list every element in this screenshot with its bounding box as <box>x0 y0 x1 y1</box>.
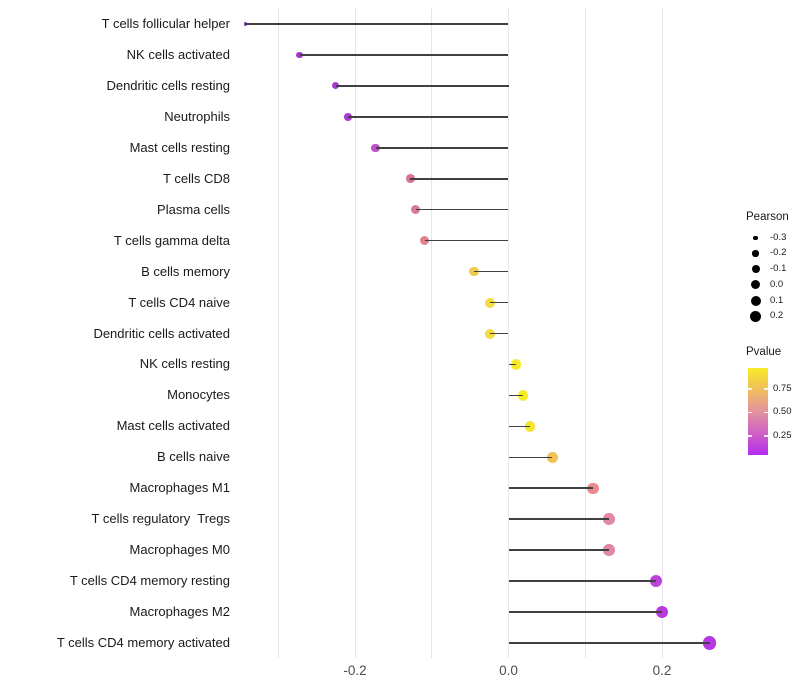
pvalue-legend-label: 0.75 <box>773 382 792 394</box>
pearson-legend-label: -0.1 <box>770 263 787 275</box>
category-label: T cells follicular helper <box>101 16 230 31</box>
lollipop-stem <box>245 23 509 25</box>
lollipop-stem <box>335 85 509 87</box>
lollipop-stem <box>508 549 610 551</box>
lollipop-stem <box>299 54 509 56</box>
pearson-legend-dot <box>750 295 761 306</box>
category-label: T cells gamma delta <box>113 232 230 248</box>
pvalue-legend-title: Pvalue <box>746 346 782 358</box>
x-gridline <box>508 8 509 658</box>
lollipop-stem <box>508 425 530 428</box>
lollipop-stem <box>508 611 662 613</box>
colorbar-tick-mark <box>748 435 752 437</box>
colorbar-tick-mark <box>748 388 752 390</box>
category-label: Macrophages M2 <box>129 604 230 620</box>
category-label: Dendritic cells activated <box>93 325 230 341</box>
colorbar-tick-mark <box>764 388 768 390</box>
pearson-legend-dot <box>753 235 758 240</box>
data-point <box>524 421 536 432</box>
x-tick-label: 0.2 <box>652 663 672 678</box>
pearson-legend-label: -0.2 <box>770 247 787 259</box>
pvalue-legend-label: 0.50 <box>773 406 792 418</box>
category-label: B cells naive <box>157 449 230 465</box>
lollipop-stem <box>508 363 517 366</box>
data-point <box>332 82 340 90</box>
lollipop-stem <box>508 456 553 459</box>
category-label: B cells memory <box>141 263 230 279</box>
lollipop-stem <box>348 116 509 118</box>
category-label: Dendritic cells resting <box>106 77 230 93</box>
lollipop-stem <box>508 518 610 520</box>
data-point <box>546 451 558 463</box>
pearson-legend-title: Pearson <box>746 211 789 223</box>
pvalue-colorbar <box>748 368 768 455</box>
category-label: T cells CD4 naive <box>128 294 230 310</box>
category-label: T cells CD4 memory resting <box>69 573 230 589</box>
pearson-legend-dot <box>750 310 761 322</box>
category-label: Mast cells resting <box>129 139 230 155</box>
category-label: Mast cells activated <box>116 418 230 434</box>
pearson-legend-label: -0.3 <box>770 231 787 243</box>
pearson-legend-label: 0.1 <box>770 294 784 306</box>
lollipop-stem <box>508 580 656 582</box>
colorbar-tick-mark <box>764 411 768 414</box>
lollipop-stem <box>490 301 509 304</box>
lollipop-stem <box>473 270 509 273</box>
category-label: T cells regulatory Tregs <box>91 511 230 527</box>
colorbar-tick-mark <box>748 411 752 414</box>
data-point <box>603 544 615 556</box>
lollipop-stem <box>415 208 509 211</box>
pearson-legend-dot <box>752 250 759 257</box>
category-label: T cells CD4 memory activated <box>56 635 230 650</box>
category-label: Macrophages M1 <box>129 480 230 496</box>
pearson-legend-label: 0.0 <box>770 278 784 290</box>
lollipop-stem <box>508 642 710 644</box>
data-point <box>517 390 529 401</box>
lollipop-stem <box>410 177 509 180</box>
x-tick-label: 0.0 <box>499 663 518 678</box>
category-label: Monocytes <box>167 387 230 403</box>
category-label: Plasma cells <box>157 201 230 217</box>
pearson-legend-dot <box>750 280 761 290</box>
colorbar-tick-mark <box>764 435 768 437</box>
x-gridline <box>661 8 663 658</box>
x-tick-label: -0.2 <box>343 663 367 678</box>
category-label: NK cells activated <box>126 46 230 62</box>
lollipop-stem <box>424 239 509 242</box>
pearson-legend-label: 0.2 <box>770 310 784 322</box>
x-gridline <box>584 8 586 658</box>
lollipop-stem <box>508 394 524 397</box>
category-label: T cells CD8 <box>163 170 230 186</box>
lollipop-stem <box>490 332 509 335</box>
data-point <box>603 513 615 525</box>
x-gridline <box>354 8 356 658</box>
category-label: Neutrophils <box>164 108 230 124</box>
x-gridline <box>277 8 279 658</box>
pearson-legend-dot <box>751 265 760 274</box>
category-label: NK cells resting <box>139 356 230 372</box>
lollipop-stem <box>508 487 593 490</box>
x-gridline <box>431 8 433 658</box>
category-label: Macrophages M0 <box>129 542 230 558</box>
pvalue-legend-label: 0.25 <box>773 430 792 442</box>
lollipop-stem <box>375 147 509 149</box>
